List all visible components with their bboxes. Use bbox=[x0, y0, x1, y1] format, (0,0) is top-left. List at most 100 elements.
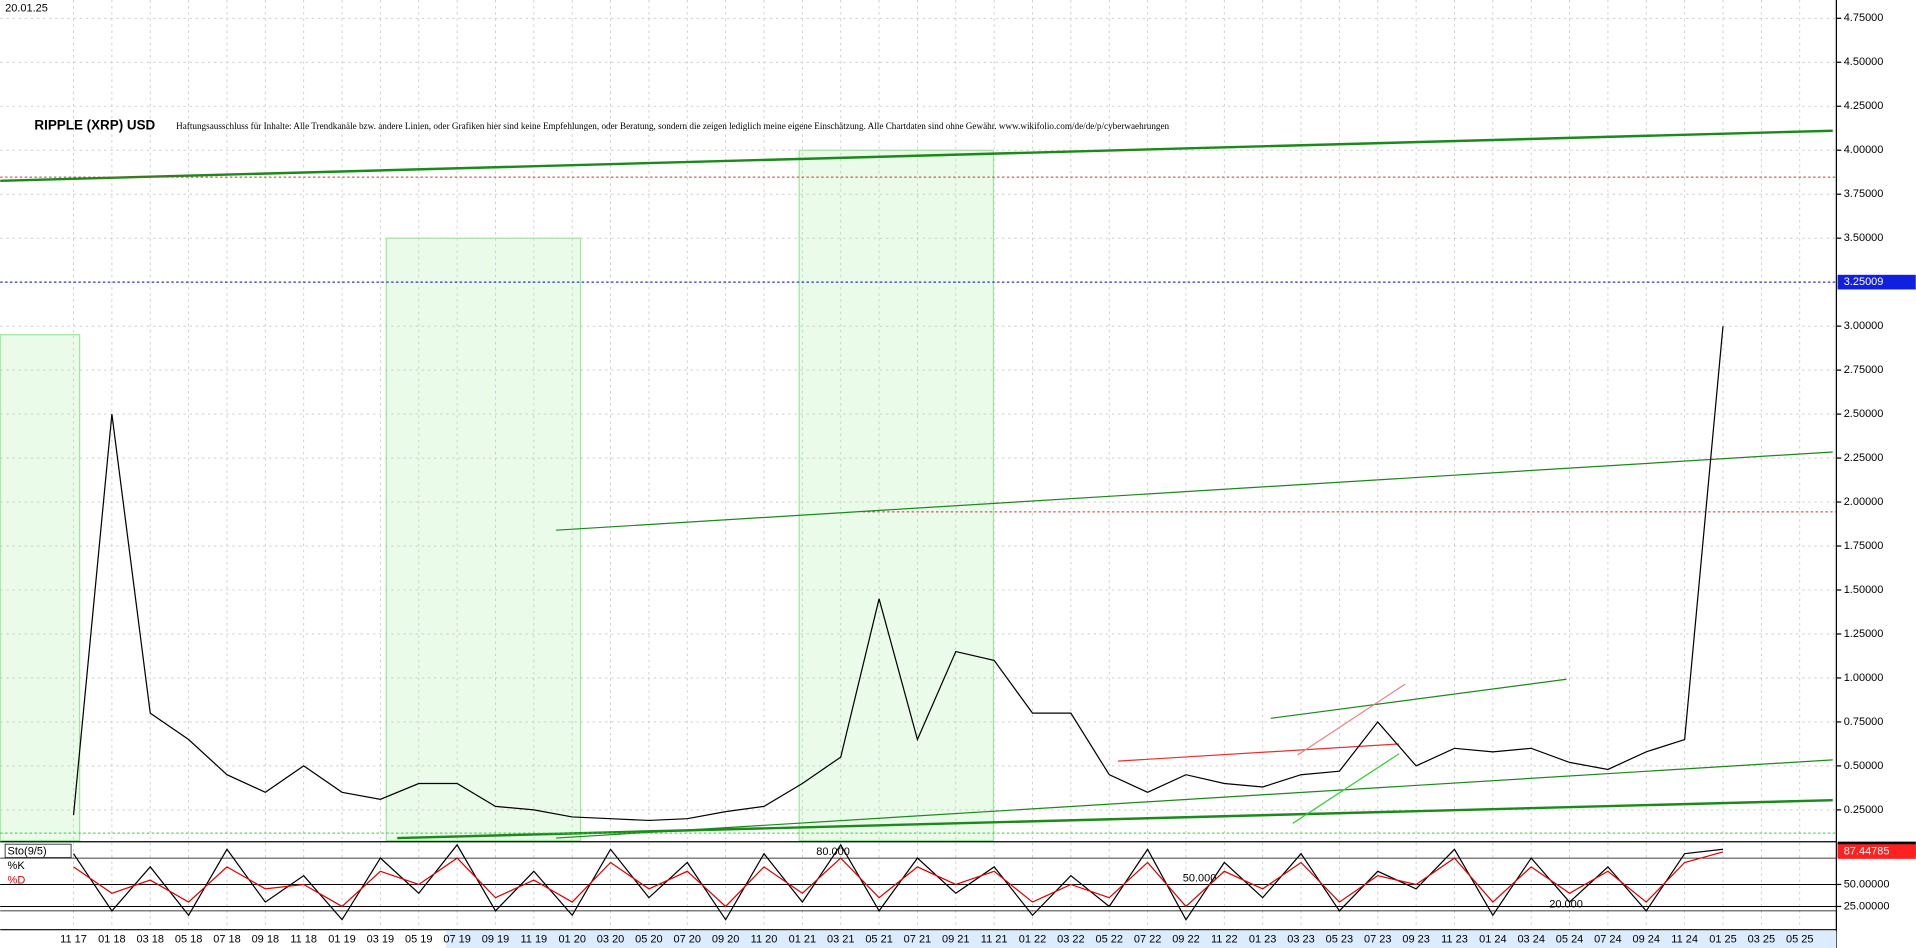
x-tick-label: 11 23 bbox=[1441, 933, 1468, 945]
annotations bbox=[0, 149, 995, 842]
x-tick-label: 11 19 bbox=[520, 933, 547, 945]
x-tick-label: 03 25 bbox=[1748, 933, 1775, 945]
highlight-box bbox=[385, 237, 582, 842]
x-tick-label: 09 20 bbox=[712, 933, 740, 945]
highlight-box bbox=[0, 334, 81, 842]
x-tick-label: 05 21 bbox=[865, 933, 893, 945]
x-tick-label: 07 19 bbox=[443, 933, 471, 945]
x-tick-label: 01 19 bbox=[328, 933, 356, 945]
x-tick-label: 11 18 bbox=[290, 933, 317, 945]
y-tick-label: 50.00000 bbox=[1844, 878, 1890, 890]
y-tick-label: 2.25000 bbox=[1844, 452, 1884, 464]
x-tick-label: 09 18 bbox=[252, 933, 279, 945]
trend-line bbox=[1297, 683, 1406, 756]
axis-band bbox=[446, 930, 1837, 948]
y-tick-label: 3.75000 bbox=[1844, 188, 1884, 200]
x-tick-label: 11 17 bbox=[60, 933, 87, 945]
last-value-label: 87.44785 bbox=[1844, 845, 1890, 857]
x-tick-label: 11 24 bbox=[1671, 933, 1698, 945]
series-line bbox=[73, 843, 1724, 921]
chart-title: RIPPLE (XRP) USD bbox=[34, 117, 155, 132]
trend-line bbox=[1117, 743, 1400, 762]
x-tick-label: 11 22 bbox=[1211, 933, 1238, 945]
last-value-box bbox=[1837, 844, 1916, 859]
x-tick-label: 11 21 bbox=[981, 933, 1008, 945]
last-value-label: 3.25009 bbox=[1844, 276, 1884, 288]
level-label: 50.000 bbox=[1183, 872, 1217, 884]
x-tick-label: 05 18 bbox=[175, 933, 203, 945]
x-tick-label: 07 21 bbox=[904, 933, 932, 945]
x-tick-label: 07 23 bbox=[1364, 933, 1391, 945]
x-tick-label: 01 21 bbox=[789, 933, 817, 945]
y-tick-label: 1.50000 bbox=[1844, 584, 1884, 596]
x-tick-label: 01 24 bbox=[1479, 933, 1506, 945]
y-tick-label: 4.25000 bbox=[1844, 100, 1884, 112]
x-tick-label: 03 18 bbox=[136, 933, 164, 945]
highlight-box bbox=[798, 149, 995, 842]
legend-entry: %K bbox=[8, 860, 26, 872]
trend-line bbox=[1270, 678, 1567, 719]
indicator-title: Sto(9/5) bbox=[8, 845, 47, 857]
trend-line bbox=[1292, 753, 1400, 824]
level-label: 80.000 bbox=[816, 846, 850, 858]
x-tick-label: 03 22 bbox=[1057, 933, 1085, 945]
x-tick-label: 01 25 bbox=[1709, 933, 1737, 945]
trend-line bbox=[0, 129, 1833, 183]
date-label: 20.01.25 bbox=[5, 2, 48, 14]
x-tick-label: 07 20 bbox=[674, 933, 702, 945]
x-tick-label: 09 19 bbox=[482, 933, 510, 945]
y-tick-label: 0.50000 bbox=[1844, 760, 1884, 772]
y-tick-label: 1.75000 bbox=[1844, 540, 1884, 552]
x-tick-label: 09 23 bbox=[1402, 933, 1430, 945]
series-line bbox=[73, 851, 1724, 908]
x-tick-label: 01 23 bbox=[1249, 933, 1277, 945]
x-tick-label: 05 23 bbox=[1326, 933, 1354, 945]
y-tick-label: 2.50000 bbox=[1844, 408, 1884, 420]
y-tick-label: 4.75000 bbox=[1844, 12, 1884, 24]
x-tick-label: 03 24 bbox=[1517, 933, 1545, 945]
y-tick-label: 1.00000 bbox=[1844, 672, 1884, 684]
x-tick-label: 09 24 bbox=[1633, 933, 1661, 945]
y-tick-label: 2.75000 bbox=[1844, 364, 1884, 376]
x-tick-label: 07 24 bbox=[1594, 933, 1621, 945]
y-tick-label: 4.50000 bbox=[1844, 56, 1884, 68]
x-tick-label: 01 18 bbox=[98, 933, 125, 945]
x-tick-label: 01 22 bbox=[1019, 933, 1047, 945]
x-tick-label: 03 21 bbox=[827, 933, 855, 945]
x-tick-label: 05 19 bbox=[405, 933, 433, 945]
trend-line bbox=[556, 759, 1833, 839]
indicator-box bbox=[4, 843, 72, 858]
x-tick-label: 03 23 bbox=[1287, 933, 1314, 945]
x-tick-label: 05 20 bbox=[635, 933, 663, 945]
x-tick-label: 05 22 bbox=[1095, 933, 1123, 945]
disclaimer: Haftungsausschluss für Inhalte: Alle Tre… bbox=[176, 121, 1169, 131]
x-tick-label: 01 20 bbox=[558, 933, 586, 945]
y-tick-label: 3.00000 bbox=[1844, 320, 1884, 332]
y-tick-label: 2.00000 bbox=[1844, 496, 1884, 508]
x-tick-label: 03 19 bbox=[367, 933, 395, 945]
trend-line bbox=[397, 798, 1833, 840]
y-tick-label: 0.25000 bbox=[1844, 804, 1884, 816]
y-tick-label: 0.75000 bbox=[1844, 716, 1884, 728]
trend-line bbox=[556, 451, 1833, 531]
x-tick-label: 07 18 bbox=[213, 933, 241, 945]
legend-entry: %D bbox=[8, 875, 26, 887]
y-tick-label: 1.25000 bbox=[1844, 628, 1884, 640]
y-tick-label: 4.00000 bbox=[1844, 144, 1884, 156]
level-label: 20.000 bbox=[1549, 899, 1583, 911]
y-tick-label: 3.50000 bbox=[1844, 232, 1884, 244]
x-tick-label: 05 25 bbox=[1786, 933, 1813, 945]
x-tick-label: 11 20 bbox=[751, 933, 778, 945]
x-tick-label: 09 22 bbox=[1172, 933, 1200, 945]
x-tick-label: 05 24 bbox=[1556, 933, 1583, 945]
trend-lines bbox=[0, 129, 1837, 840]
x-tick-label: 03 20 bbox=[597, 933, 625, 945]
last-value-box bbox=[1837, 274, 1916, 290]
grid bbox=[0, 0, 1837, 929]
series-line bbox=[72, 326, 1724, 822]
x-tick-label: 07 22 bbox=[1134, 933, 1162, 945]
x-tick-label: 09 21 bbox=[942, 933, 970, 945]
y-tick-label: 25.00000 bbox=[1844, 900, 1890, 912]
